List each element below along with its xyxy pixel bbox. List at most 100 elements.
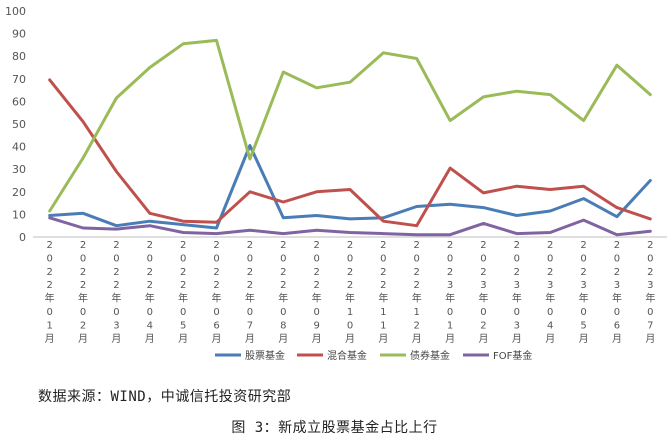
x-tick-char: 2 xyxy=(213,240,219,251)
x-tick-char: 3 xyxy=(514,320,520,331)
x-tick-char: 2 xyxy=(113,280,119,291)
x-tick-char: 2 xyxy=(313,280,319,291)
x-tick-char: 月 xyxy=(612,333,622,345)
x-tick-char: 0 xyxy=(80,307,86,318)
legend: 股票基金 混合基金 债券基金 FOF基金 xyxy=(215,349,532,362)
x-tick-char: 月 xyxy=(78,333,88,345)
x-tick-char: 0 xyxy=(313,307,319,318)
x-tick-char: 2 xyxy=(213,280,219,291)
x-tick-char: 2 xyxy=(447,240,453,251)
x-tick-char: 2 xyxy=(347,240,353,251)
y-tick-label: 20 xyxy=(12,186,26,199)
x-tick-char: 2 xyxy=(247,280,253,291)
series-line xyxy=(48,78,652,228)
x-tick-char: 0 xyxy=(213,253,219,264)
x-tick-char: 0 xyxy=(514,253,520,264)
x-tick-char: 月 xyxy=(245,333,255,345)
x-tick-char: 1 xyxy=(447,320,453,331)
x-tick-char: 2 xyxy=(313,267,319,278)
y-tick-label: 60 xyxy=(12,95,26,108)
x-tick-char: 0 xyxy=(80,253,86,264)
x-tick-char: 2 xyxy=(547,267,553,278)
x-tick-label: 2 0 2 3年 0 4 月 xyxy=(545,240,555,345)
x-tick-char: 0 xyxy=(447,253,453,264)
x-tick-char: 9 xyxy=(313,320,319,331)
x-tick-char: 2 xyxy=(147,267,153,278)
x-tick-char: 2 xyxy=(414,320,420,331)
x-tick-char: 3 xyxy=(113,320,119,331)
x-tick-char: 年 xyxy=(445,292,455,305)
x-tick-char: 2 xyxy=(580,267,586,278)
series-line xyxy=(48,144,652,230)
x-tick-char: 0 xyxy=(213,307,219,318)
x-tick-char: 2 xyxy=(347,267,353,278)
legend-label: 股票基金 xyxy=(245,349,285,362)
x-tick-char: 0 xyxy=(380,253,386,264)
x-tick-char: 7 xyxy=(247,320,253,331)
x-tick-char: 2 xyxy=(113,267,119,278)
x-tick-char: 5 xyxy=(180,320,186,331)
x-tick-char: 2 xyxy=(280,267,286,278)
legend-label: FOF基金 xyxy=(493,349,532,362)
x-tick-char: 0 xyxy=(480,307,486,318)
series-line xyxy=(48,38,652,213)
x-tick-char: 2 xyxy=(514,240,520,251)
x-tick-char: 月 xyxy=(278,333,288,345)
y-tick-label: 40 xyxy=(12,141,26,154)
x-tick-char: 年 xyxy=(212,292,222,305)
x-tick-char: 2 xyxy=(514,267,520,278)
x-tick-char: 2 xyxy=(147,240,153,251)
x-tick-char: 4 xyxy=(547,320,553,331)
x-tick-char: 2 xyxy=(213,267,219,278)
x-tick-char: 2 xyxy=(180,280,186,291)
x-tick-char: 0 xyxy=(414,253,420,264)
x-tick-char: 6 xyxy=(213,320,219,331)
figure-caption: 图 3：新成立股票基金占比上行 xyxy=(231,420,438,436)
x-tick-char: 月 xyxy=(345,333,355,345)
x-tick-char: 年 xyxy=(312,292,322,305)
x-tick-char: 2 xyxy=(247,267,253,278)
x-tick-char: 2 xyxy=(347,280,353,291)
x-tick-char: 0 xyxy=(46,307,52,318)
x-tick-char: 月 xyxy=(645,333,655,345)
x-tick-label: 2 0 2 3年 0 7 月 xyxy=(645,240,655,345)
x-tick-char: 3 xyxy=(480,280,486,291)
x-tick-char: 2 xyxy=(380,240,386,251)
y-tick-label: 0 xyxy=(19,231,26,244)
x-tick-char: 0 xyxy=(480,253,486,264)
x-tick-char: 月 xyxy=(178,333,188,345)
x-tick-char: 4 xyxy=(147,320,153,331)
x-tick-char: 0 xyxy=(247,253,253,264)
x-tick-char: 0 xyxy=(180,307,186,318)
x-tick-char: 2 xyxy=(614,267,620,278)
x-tick-char: 1 xyxy=(380,307,386,318)
x-tick-char: 年 xyxy=(645,292,655,305)
x-tick-char: 3 xyxy=(447,280,453,291)
y-axis: 0 10 20 30 40 50 60 70 80 90 100 xyxy=(5,5,26,244)
x-tick-char: 0 xyxy=(547,253,553,264)
x-tick-char: 2 xyxy=(647,240,653,251)
x-tick-char: 2 xyxy=(414,280,420,291)
x-tick-char: 0 xyxy=(580,307,586,318)
x-tick-char: 月 xyxy=(579,333,589,345)
x-tick-char: 3 xyxy=(547,280,553,291)
x-tick-char: 月 xyxy=(412,333,422,345)
y-tick-label: 70 xyxy=(12,73,26,86)
x-tick-char: 0 xyxy=(147,307,153,318)
y-tick-label: 30 xyxy=(12,163,26,176)
x-tick-char: 1 xyxy=(380,320,386,331)
x-tick-char: 2 xyxy=(313,240,319,251)
x-tick-char: 年 xyxy=(111,292,121,305)
x-tick-char: 0 xyxy=(647,253,653,264)
x-tick-char: 2 xyxy=(547,240,553,251)
x-tick-char: 年 xyxy=(512,292,522,305)
x-tick-char: 年 xyxy=(145,292,155,305)
x-tick-char: 年 xyxy=(378,292,388,305)
x-tick-char: 年 xyxy=(545,292,555,305)
x-tick-char: 月 xyxy=(478,333,488,345)
x-tick-char: 年 xyxy=(178,292,188,305)
